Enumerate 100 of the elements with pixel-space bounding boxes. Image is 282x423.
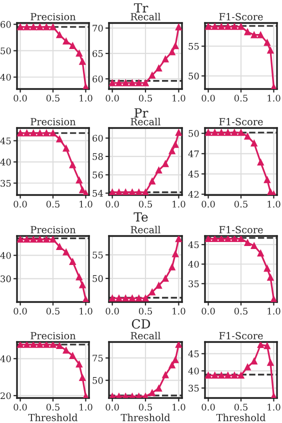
- point: [50, 342, 56, 348]
- point: [212, 129, 218, 136]
- point: [244, 28, 251, 36]
- point: [36, 24, 44, 30]
- y-tick-label: 65: [92, 50, 103, 58]
- point: [50, 130, 56, 136]
- point: [175, 236, 182, 242]
- x-tick-label: 0.5: [138, 94, 152, 102]
- point: [69, 258, 76, 265]
- point: [128, 80, 136, 86]
- point: [218, 236, 225, 242]
- y-tick-label: 60: [0, 21, 11, 28]
- point: [76, 360, 82, 368]
- x-tick-label: 1.0: [268, 308, 280, 315]
- x-tick-label: 0.0: [14, 200, 27, 208]
- point: [168, 362, 176, 368]
- point: [136, 294, 142, 302]
- x-tick-label: 0.0: [202, 308, 215, 315]
- point: [175, 24, 182, 30]
- x-tick-label: 0.5: [234, 308, 248, 315]
- point: [62, 248, 70, 256]
- y-tick-label: 45: [188, 350, 199, 358]
- y-tick-label: 45: [188, 241, 199, 248]
- point: [17, 236, 24, 243]
- point: [175, 342, 182, 348]
- text: Te: [134, 212, 148, 222]
- point: [122, 188, 129, 195]
- x-tick-label: 0.5: [234, 200, 248, 208]
- x-tick-label: 0.5: [234, 404, 248, 411]
- point: [218, 23, 225, 30]
- point: [267, 359, 274, 366]
- point: [36, 236, 44, 243]
- point: [172, 356, 179, 364]
- text: Pr: [134, 108, 148, 118]
- point: [69, 352, 76, 359]
- point: [162, 56, 169, 62]
- point: [172, 141, 179, 148]
- chart-title: Precision: [30, 226, 76, 234]
- x-tick-label: 0.0: [202, 404, 215, 411]
- point: [224, 129, 232, 136]
- point: [30, 24, 37, 30]
- x-tick-label: 1.0: [172, 308, 186, 315]
- x-tick-label: 0.0: [14, 94, 27, 102]
- y-tick-label: 75: [92, 354, 103, 362]
- point: [224, 236, 232, 242]
- point: [218, 372, 225, 379]
- y-tick-label: 40: [0, 158, 11, 166]
- point: [76, 176, 82, 184]
- point: [257, 158, 264, 166]
- point: [24, 236, 30, 243]
- text: Tr: [134, 3, 148, 12]
- y-tick-label: 60: [92, 76, 103, 82]
- point: [172, 250, 179, 258]
- point: [17, 342, 24, 348]
- point: [24, 24, 30, 30]
- point: [238, 23, 244, 30]
- x-tick-label: 0.5: [46, 404, 60, 411]
- point: [267, 47, 274, 54]
- point: [69, 162, 76, 168]
- point: [264, 39, 270, 46]
- x-tick-label: 1.0: [268, 200, 280, 208]
- y-tick-label: 70: [92, 24, 103, 32]
- y-tick-label: 47: [188, 150, 199, 158]
- y-tick-label: 60: [92, 134, 103, 142]
- x-tick-label: 0.0: [106, 94, 119, 102]
- point: [264, 176, 270, 184]
- point: [244, 133, 251, 140]
- point: [175, 129, 182, 136]
- point: [56, 243, 63, 250]
- point: [62, 145, 70, 152]
- point: [50, 236, 56, 243]
- point: [155, 166, 162, 174]
- point: [244, 239, 251, 246]
- x-tick-label: 0.5: [234, 94, 248, 102]
- point: [56, 136, 63, 142]
- point: [168, 264, 176, 270]
- y-tick-label: 55: [188, 43, 199, 50]
- y-tick-label: 35: [188, 384, 199, 392]
- point: [155, 385, 162, 392]
- x-tick-label: 0.5: [138, 200, 152, 208]
- x-tick-label: 0.5: [46, 308, 60, 315]
- point: [122, 294, 129, 302]
- x-tick-label: 0.5: [138, 404, 152, 411]
- point: [155, 282, 162, 289]
- point: [36, 342, 44, 348]
- point: [218, 129, 225, 136]
- x-tick-label: 0.0: [14, 404, 27, 411]
- y-tick-label: 20: [0, 392, 11, 400]
- y-tick-label: 55: [92, 252, 103, 258]
- y-tick-label: 45: [0, 137, 11, 144]
- chart-title: F1-Score: [219, 332, 263, 340]
- point: [128, 188, 136, 195]
- chart-title: Precision: [30, 13, 76, 20]
- point: [79, 282, 86, 288]
- point: [79, 186, 86, 194]
- chart-title: F1-Score: [219, 118, 263, 126]
- point: [257, 32, 264, 38]
- x-tick-label: 1.0: [268, 94, 280, 102]
- point: [205, 236, 212, 242]
- point: [17, 130, 24, 136]
